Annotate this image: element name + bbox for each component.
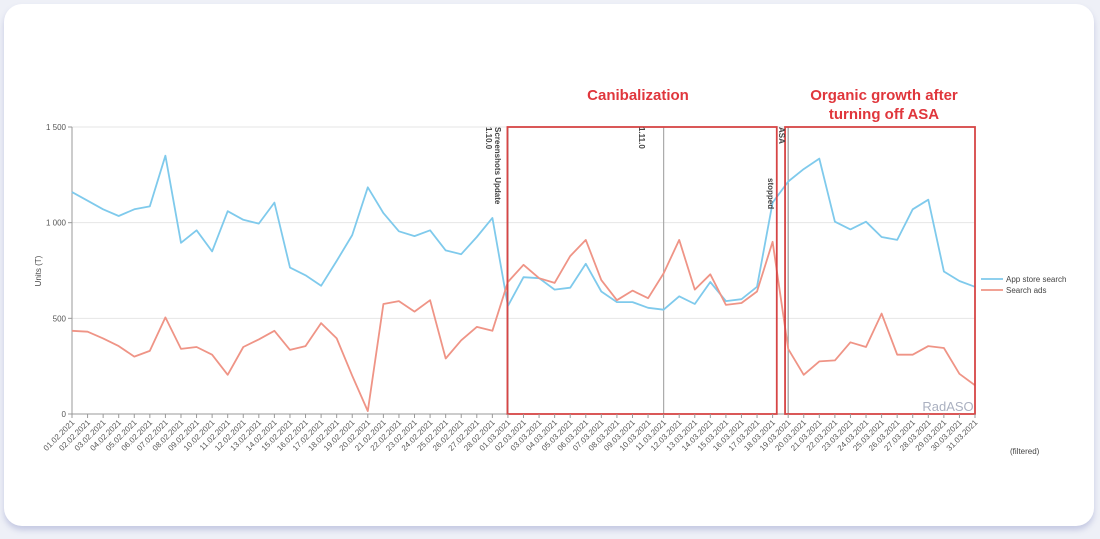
event-lines bbox=[507, 127, 789, 414]
event3-label-line2: stopped bbox=[766, 178, 775, 209]
event1-label-line2: 1.10.0 bbox=[484, 127, 493, 150]
highlight-boxes bbox=[506, 126, 976, 415]
series-lines bbox=[71, 154, 976, 412]
y-tick-label: 0 bbox=[62, 410, 67, 419]
annotation-organic-line1: Organic growth after bbox=[810, 87, 958, 104]
canibalization-box bbox=[506, 126, 778, 415]
legend: App store search Search ads bbox=[981, 275, 1066, 295]
organic-growth-box bbox=[784, 126, 976, 415]
grid-lines bbox=[71, 126, 975, 415]
legend-label-0: App store search bbox=[1006, 275, 1066, 284]
annotation-organic-line2: turning off ASA bbox=[829, 106, 939, 123]
y-tick-label: 1 000 bbox=[46, 219, 67, 228]
y-axis-label: Units (T) bbox=[34, 255, 43, 286]
event2-label: 1.11.0 bbox=[637, 127, 646, 149]
watermark: RadASO bbox=[922, 399, 973, 414]
y-tick-label: 1 500 bbox=[46, 123, 67, 132]
series-line-0 bbox=[71, 154, 976, 311]
chart-card bbox=[4, 4, 1094, 526]
y-tick-label: 500 bbox=[53, 314, 67, 323]
event3-label-line1: ASA bbox=[777, 127, 786, 144]
y-axis-ticks: 0 500 1 000 1 500 bbox=[46, 123, 72, 419]
filtered-label: (filtered) bbox=[1010, 447, 1040, 456]
annotation-canibalization: Canibalization bbox=[587, 87, 689, 104]
series-line-1 bbox=[71, 239, 976, 412]
x-axis-ticks: 01.02.202102.02.202103.02.202104.02.2021… bbox=[42, 414, 980, 453]
event1-label-line1: Screenshots Update bbox=[493, 127, 502, 205]
legend-label-1: Search ads bbox=[1006, 286, 1046, 295]
